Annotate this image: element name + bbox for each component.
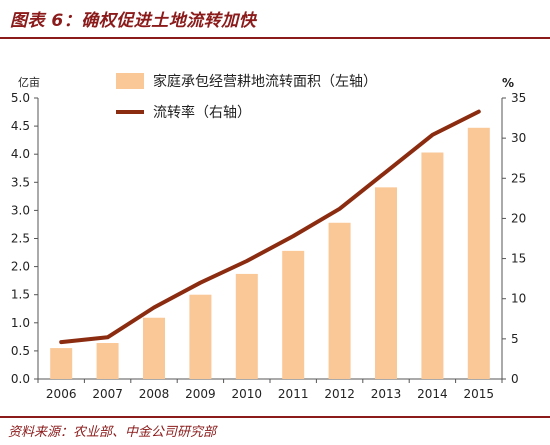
left-tick-label: 2.0 [11, 260, 30, 274]
x-tick-label: 2015 [464, 387, 495, 401]
title-rule [0, 37, 550, 39]
right-tick-label: 10 [511, 292, 526, 306]
tick-labels: 0.0 0.5 1.0 1.5 2.0 2.5 3.0 3.5 4.0 4.5 5.0 0 5 10 15 2… [11, 75, 526, 401]
legend: 家庭承包经营耕地流转面积（左轴） 流转率（右轴） [116, 73, 377, 121]
bar-2007 [96, 343, 119, 379]
bar-2008 [143, 317, 165, 379]
bar-2015 [467, 127, 490, 379]
left-tick-label: 5.0 [11, 91, 30, 105]
bar-2013 [375, 187, 397, 379]
right-axis-unit: % [502, 76, 514, 90]
left-tick-label: 1.0 [11, 316, 30, 330]
bar-2010 [235, 273, 258, 379]
bar-2009 [189, 294, 212, 379]
figure-title: 图表 6：确权促进土地流转加快 [10, 11, 257, 31]
legend-label-area: 家庭承包经营耕地流转面积（左轴） [153, 73, 377, 90]
x-tick-label: 2006 [46, 387, 77, 401]
x-tick-label: 2008 [139, 387, 170, 401]
left-tick-label: 0.5 [11, 344, 30, 358]
x-tick-label: 2014 [417, 387, 448, 401]
left-tick-label: 4.5 [11, 119, 30, 133]
left-tick-label: 2.5 [11, 232, 30, 246]
right-tick-label: 25 [511, 171, 526, 185]
legend-swatch-area [116, 73, 144, 89]
left-tick-label: 0.0 [11, 372, 30, 386]
right-tick-label: 30 [511, 131, 526, 145]
left-tick-label: 4.0 [11, 147, 30, 161]
x-tick-label: 2013 [371, 387, 402, 401]
bar-2014 [421, 152, 444, 379]
bar-2011 [282, 250, 305, 379]
right-tick-label: 35 [511, 91, 526, 105]
right-tick-label: 5 [511, 332, 519, 346]
left-axis-unit: 亿亩 [18, 75, 40, 89]
rate-line [59, 109, 481, 345]
left-tick-label: 3.0 [11, 203, 30, 217]
right-tick-label: 15 [511, 252, 526, 266]
x-tick-label: 2011 [278, 387, 309, 401]
right-tick-label: 20 [511, 211, 526, 225]
source-note: 资料来源：农业部、中金公司研究部 [8, 425, 217, 440]
source-rule [0, 416, 550, 418]
x-tick-label: 2009 [185, 387, 216, 401]
left-tick-label: 1.5 [11, 288, 30, 302]
right-tick-label: 0 [511, 372, 519, 386]
bar-2006 [50, 348, 73, 379]
left-tick-label: 3.5 [11, 175, 30, 189]
legend-label-rate: 流转率（右轴） [153, 104, 251, 121]
x-tick-label: 2010 [232, 387, 263, 401]
x-tick-label: 2012 [324, 387, 355, 401]
bar-2012 [328, 222, 351, 379]
x-tick-label: 2007 [92, 387, 123, 401]
bar-series [50, 127, 490, 379]
